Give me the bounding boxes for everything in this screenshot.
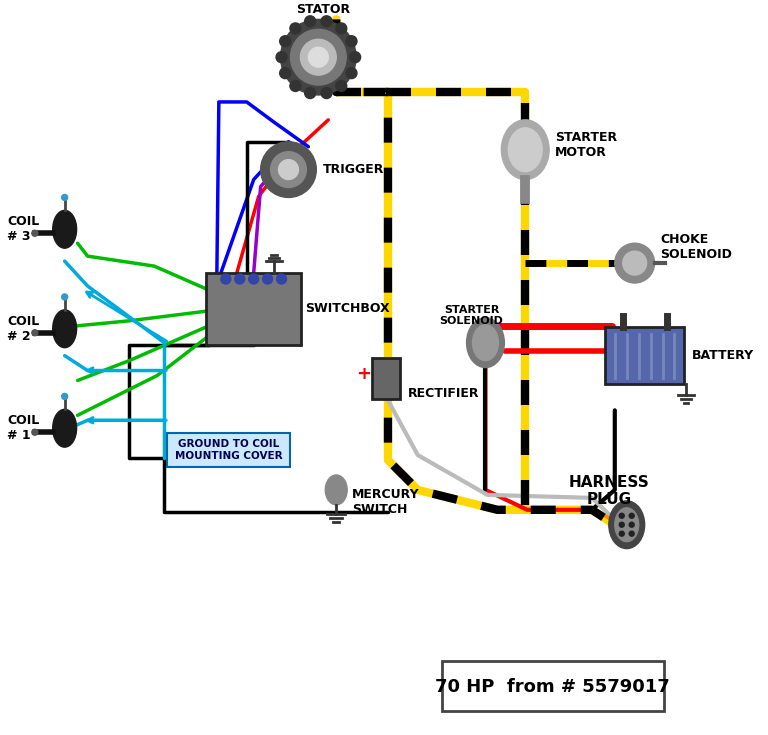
Text: 70 HP  from # 5579017: 70 HP from # 5579017	[435, 678, 670, 696]
FancyBboxPatch shape	[442, 661, 664, 711]
Circle shape	[276, 51, 287, 62]
Circle shape	[290, 23, 301, 34]
Ellipse shape	[472, 325, 498, 361]
Circle shape	[31, 230, 38, 236]
Text: CHOKE
SOLENOID: CHOKE SOLENOID	[660, 233, 733, 261]
Circle shape	[61, 195, 68, 201]
Circle shape	[309, 47, 328, 67]
Ellipse shape	[53, 310, 77, 348]
Circle shape	[31, 330, 38, 336]
Text: RECTIFIER: RECTIFIER	[408, 387, 479, 400]
Circle shape	[279, 159, 299, 179]
Text: BATTERY: BATTERY	[691, 349, 753, 362]
Circle shape	[336, 23, 347, 34]
Text: HARNESS
PLUG: HARNESS PLUG	[568, 475, 649, 507]
Circle shape	[305, 87, 316, 98]
Circle shape	[280, 19, 356, 95]
Circle shape	[615, 243, 654, 283]
Circle shape	[300, 39, 336, 75]
Circle shape	[629, 523, 634, 527]
Ellipse shape	[502, 120, 549, 179]
Circle shape	[270, 151, 306, 187]
Circle shape	[280, 36, 290, 47]
Text: TRIGGER: TRIGGER	[323, 163, 385, 176]
Text: STARTER
MOTOR: STARTER MOTOR	[555, 131, 617, 159]
Ellipse shape	[508, 128, 542, 171]
Circle shape	[305, 16, 316, 26]
FancyBboxPatch shape	[167, 433, 290, 467]
Text: GROUND TO COIL
MOUNTING COVER: GROUND TO COIL MOUNTING COVER	[175, 440, 283, 461]
Circle shape	[249, 274, 259, 284]
Circle shape	[629, 513, 634, 518]
Text: COIL
# 2: COIL # 2	[7, 315, 39, 343]
Circle shape	[276, 274, 286, 284]
Circle shape	[290, 81, 301, 91]
Circle shape	[61, 294, 68, 300]
Ellipse shape	[467, 318, 505, 368]
Text: MERCURY
SWITCH: MERCURY SWITCH	[353, 488, 420, 516]
Text: STARTER
SOLENOID: STARTER SOLENOID	[439, 305, 504, 326]
Circle shape	[221, 274, 231, 284]
Ellipse shape	[53, 409, 77, 447]
Text: +: +	[356, 365, 372, 382]
Ellipse shape	[326, 475, 347, 505]
Circle shape	[235, 274, 245, 284]
Circle shape	[623, 251, 647, 275]
Text: COIL
# 1: COIL # 1	[7, 415, 39, 442]
Circle shape	[349, 51, 361, 62]
Bar	[372, 358, 400, 399]
Circle shape	[263, 274, 273, 284]
Circle shape	[346, 36, 357, 47]
Text: SWITCHBOX: SWITCHBOX	[306, 302, 390, 315]
Ellipse shape	[609, 501, 644, 548]
Circle shape	[290, 29, 346, 85]
Circle shape	[321, 16, 332, 26]
Circle shape	[31, 429, 38, 435]
Circle shape	[619, 531, 624, 536]
Circle shape	[321, 87, 332, 98]
Bar	[605, 327, 684, 384]
Circle shape	[619, 523, 624, 527]
Circle shape	[260, 142, 316, 198]
Circle shape	[346, 68, 357, 79]
Text: COIL
# 3: COIL # 3	[7, 215, 39, 243]
Circle shape	[61, 393, 68, 399]
Bar	[207, 273, 301, 345]
Circle shape	[629, 531, 634, 536]
Ellipse shape	[53, 210, 77, 248]
Text: STATOR: STATOR	[296, 3, 350, 16]
Ellipse shape	[615, 508, 639, 542]
Circle shape	[280, 68, 290, 79]
Circle shape	[336, 81, 347, 91]
Circle shape	[619, 513, 624, 518]
